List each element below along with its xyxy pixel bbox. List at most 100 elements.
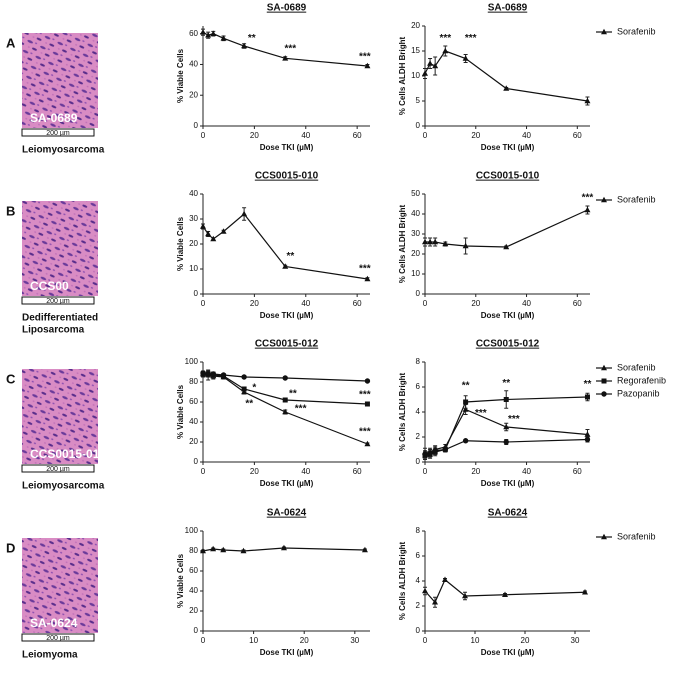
x-tick-label: 60: [573, 299, 582, 308]
x-tick-label: 40: [522, 299, 531, 308]
marker: [364, 62, 371, 69]
x-tick-label: 0: [201, 636, 206, 645]
marker: [210, 545, 217, 552]
y-tick-label: 15: [411, 46, 420, 55]
sample-label: CCS00: [30, 279, 69, 293]
marker: [282, 397, 288, 403]
marker: [241, 210, 248, 217]
significance: *: [252, 383, 256, 394]
marker: [503, 423, 510, 430]
marker: [220, 35, 227, 41]
x-axis-label: Dose TKI (µM): [260, 311, 314, 320]
y-tick-label: 40: [189, 60, 198, 69]
marker: [282, 408, 289, 415]
y-tick-label: 2: [416, 601, 421, 610]
marker: [220, 546, 227, 553]
marker: [432, 448, 438, 454]
x-tick-label: 10: [249, 636, 258, 645]
legend-label: Sorafenib: [617, 531, 656, 541]
x-tick-label: 60: [353, 467, 362, 476]
significance: **: [462, 380, 470, 391]
legend-label: Pazopanib: [617, 388, 660, 398]
legend-label: Sorafenib: [617, 194, 656, 204]
series-line: [425, 209, 588, 248]
x-tick-label: 60: [573, 131, 582, 140]
x-tick-label: 20: [471, 299, 480, 308]
significance: ***: [475, 408, 487, 419]
y-tick-label: 50: [411, 189, 420, 198]
marker: [200, 28, 206, 35]
y-axis-label: % Cells ALDH Bright: [398, 541, 407, 620]
tissue-label: Liposarcoma: [22, 325, 85, 336]
marker: [200, 370, 206, 376]
y-tick-label: 40: [189, 586, 198, 595]
marker: [210, 235, 217, 242]
chart-title: CCS0015-012: [255, 339, 319, 350]
y-axis-label: % Viable Cells: [176, 553, 185, 608]
x-tick-label: 20: [250, 467, 259, 476]
marker: [584, 97, 591, 104]
legend-marker: [601, 364, 607, 371]
x-tick-label: 40: [522, 131, 531, 140]
y-tick-label: 4: [416, 576, 421, 585]
chart-title: SA-0689: [488, 3, 528, 14]
scale-label: 200 µm: [46, 298, 70, 305]
y-tick-label: 30: [189, 214, 198, 223]
marker: [364, 378, 371, 384]
chart-title: SA-0624: [488, 508, 528, 519]
significance: **: [248, 33, 256, 44]
significance: **: [502, 378, 510, 389]
x-axis-label: Dose TKI (µM): [260, 143, 314, 152]
y-axis-label: % Viable Cells: [176, 216, 185, 271]
y-tick-label: 40: [411, 209, 420, 218]
marker: [364, 275, 371, 282]
y-tick-label: 100: [185, 526, 199, 535]
significance: ***: [465, 33, 477, 44]
chart-title: SA-0624: [267, 508, 307, 519]
marker: [422, 587, 428, 594]
x-tick-label: 0: [201, 131, 206, 140]
chart-title: CCS0015-010: [476, 171, 540, 182]
marker: [200, 547, 206, 554]
y-tick-label: 20: [189, 90, 198, 99]
y-tick-label: 100: [185, 357, 199, 366]
marker: [427, 450, 433, 456]
chart-title: SA-0689: [267, 3, 307, 14]
marker: [502, 591, 508, 598]
sample-label: CCS0015-012: [30, 447, 106, 461]
legend-marker: [601, 533, 607, 540]
histology-image: [22, 201, 98, 296]
tissue-label: Leiomyoma: [22, 650, 78, 661]
histology-image: [22, 538, 98, 633]
chart-title: CCS0015-012: [476, 339, 540, 350]
x-tick-label: 60: [353, 299, 362, 308]
x-tick-label: 40: [301, 299, 310, 308]
marker: [280, 544, 287, 551]
scale-bar: [21, 633, 95, 642]
x-tick-label: 40: [301, 131, 310, 140]
significance: ***: [295, 404, 307, 415]
marker: [442, 446, 449, 453]
panel-letter: D: [6, 540, 15, 555]
marker: [361, 546, 368, 553]
y-tick-label: 10: [189, 264, 198, 273]
y-axis-label: % Cells ALDH Bright: [398, 372, 407, 451]
y-tick-label: 10: [411, 269, 420, 278]
y-tick-label: 6: [416, 551, 421, 560]
x-tick-label: 20: [300, 636, 309, 645]
marker: [463, 399, 469, 405]
y-tick-label: 4: [416, 407, 421, 416]
marker: [584, 431, 591, 437]
significance: ***: [285, 44, 297, 55]
y-axis-label: % Cells ALDH Bright: [398, 36, 407, 115]
marker: [220, 228, 227, 234]
scale-bar: [21, 464, 95, 473]
panel-letter: A: [6, 35, 16, 50]
x-tick-label: 60: [573, 467, 582, 476]
y-tick-label: 80: [189, 546, 198, 555]
significance: ***: [359, 390, 371, 401]
x-tick-label: 0: [423, 131, 428, 140]
y-axis-label: % Viable Cells: [176, 384, 185, 439]
marker: [503, 243, 510, 250]
